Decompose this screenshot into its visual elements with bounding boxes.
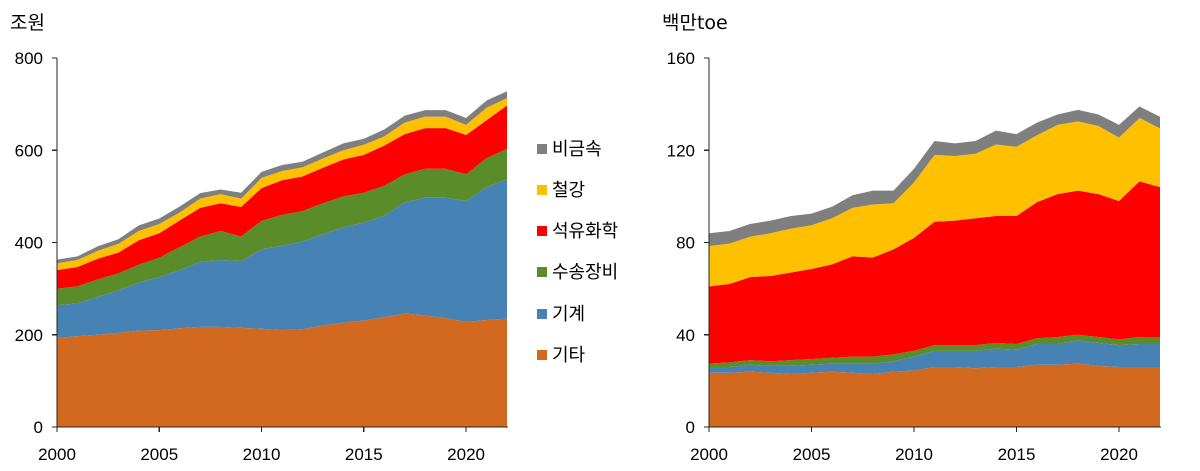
- left-chart: 0 200 400 600 800 2000 2005 2010 2015 2020: [15, 49, 508, 464]
- left-area-machinery: [57, 179, 507, 338]
- right-area-machinery: [709, 340, 1160, 374]
- right-chart: 0 40 80 120 160 2000 2005 2010 2015 2020: [667, 49, 1161, 464]
- left-x-tick-label: 2015: [345, 445, 383, 464]
- right-area-steel: [709, 117, 1160, 287]
- legend-label-other: 기타: [552, 345, 586, 366]
- legend-item-nonmetal: 비금속: [537, 139, 602, 160]
- right-area-petrochemical: [709, 181, 1160, 364]
- legend-swatch-machinery: [537, 309, 547, 319]
- left-x-tick-label: 2000: [38, 445, 76, 464]
- left-chart-unit-label: 조원: [10, 12, 45, 34]
- legend: 비금속 철강 석유화학 수송장비 기계 기타: [537, 139, 618, 366]
- right-y-tick-label: 160: [667, 49, 695, 68]
- legend-swatch-transport-equipment: [537, 267, 547, 277]
- legend-item-petrochemical: 석유화학: [537, 221, 618, 242]
- left-area-nonmetal: [57, 91, 507, 264]
- left-y-tick-label: 200: [15, 326, 43, 345]
- right-y-tick-label: 40: [676, 326, 695, 345]
- right-x-tick-label: 2020: [1100, 445, 1138, 464]
- right-chart-unit-label: 백만toe: [662, 12, 728, 34]
- left-area-other: [57, 313, 507, 427]
- right-area-nonmetal: [709, 106, 1160, 246]
- right-x-tick-label: 2015: [998, 445, 1036, 464]
- right-x-tick-label: 2000: [690, 445, 728, 464]
- legend-swatch-petrochemical: [537, 226, 547, 236]
- legend-item-steel: 철강: [537, 180, 585, 201]
- left-x-tick-label: 2005: [140, 445, 178, 464]
- left-y-tick-label: 800: [15, 49, 43, 68]
- legend-swatch-steel: [537, 185, 547, 195]
- legend-label-machinery: 기계: [552, 304, 585, 325]
- left-area-steel: [57, 98, 507, 271]
- left-x-tick-label: 2010: [243, 445, 281, 464]
- right-y-tick-label: 120: [667, 141, 695, 160]
- left-area-petrochemical: [57, 105, 507, 289]
- right-y-tick-label: 80: [676, 234, 695, 253]
- right-x-tick-label: 2010: [895, 445, 933, 464]
- legend-label-nonmetal: 비금속: [552, 139, 602, 160]
- right-area-other: [709, 363, 1160, 427]
- left-x-tick-label: 2020: [447, 445, 485, 464]
- left-y-tick-label: 0: [34, 418, 43, 437]
- left-y-tick-label: 600: [15, 141, 43, 160]
- right-y-tick-label: 0: [686, 418, 695, 437]
- right-area-transport-equipment: [709, 334, 1160, 368]
- legend-item-machinery: 기계: [537, 304, 585, 325]
- legend-item-transport-equipment: 수송장비: [537, 262, 618, 283]
- left-area-transport-equipment: [57, 148, 507, 306]
- legend-label-transport-equipment: 수송장비: [552, 262, 618, 283]
- legend-swatch-other: [537, 350, 547, 360]
- legend-label-petrochemical: 석유화학: [552, 221, 618, 242]
- legend-item-other: 기타: [537, 345, 586, 366]
- left-y-tick-label: 400: [15, 234, 43, 253]
- legend-label-steel: 철강: [552, 180, 585, 201]
- right-x-tick-label: 2005: [793, 445, 831, 464]
- legend-swatch-nonmetal: [537, 144, 547, 154]
